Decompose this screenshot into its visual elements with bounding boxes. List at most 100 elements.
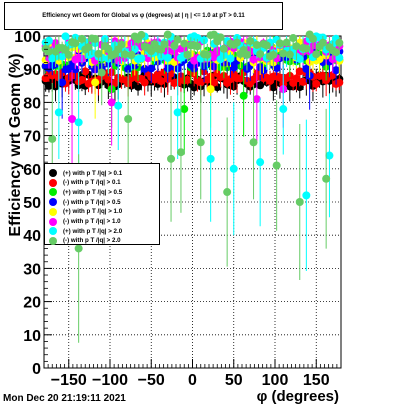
legend-label: (-) with p T /|q| > 2.0 — [63, 237, 121, 245]
x-tick-label: −150 — [51, 372, 87, 389]
data-point — [219, 44, 228, 53]
data-point — [312, 50, 321, 59]
data-point — [256, 158, 265, 167]
data-point — [163, 53, 172, 62]
y-tick-label: 60 — [23, 162, 41, 179]
y-tick-label: 100 — [14, 29, 41, 46]
y-tick-label: 20 — [23, 295, 41, 312]
data-point — [81, 67, 90, 76]
data-point — [279, 49, 288, 58]
legend-label: (-) with p T /|q| > 0.5 — [63, 198, 121, 206]
data-point — [206, 85, 215, 94]
legend-label: (+) with p T /|q| > 2.0 — [63, 227, 123, 235]
data-point — [302, 64, 311, 73]
data-point — [170, 41, 179, 50]
data-point — [289, 34, 298, 43]
timestamp: Mon Dec 20 21:19:11 2021 — [3, 393, 126, 404]
x-tick-label: 100 — [262, 372, 289, 389]
data-point — [114, 56, 123, 65]
data-point — [209, 53, 218, 62]
data-point — [193, 42, 202, 51]
data-point — [137, 54, 146, 63]
x-tick-label: −50 — [138, 372, 165, 389]
legend-entry: (-) with p T /|q| > 0.1 — [47, 178, 121, 188]
data-point — [91, 78, 100, 87]
legend-entry: (+) with p T /|q| > 2.0 — [47, 226, 122, 236]
data-point — [120, 50, 129, 59]
data-point — [229, 164, 238, 173]
data-point — [292, 42, 301, 51]
data-point — [147, 47, 156, 56]
legend-marker-icon — [49, 217, 57, 226]
data-point — [74, 244, 83, 253]
data-point — [48, 134, 57, 143]
data-point — [252, 40, 261, 49]
data-point — [74, 118, 83, 127]
data-point — [71, 39, 80, 48]
legend-label: (+) with p T /|q| > 1.0 — [63, 208, 123, 216]
data-point — [308, 34, 317, 43]
legend-entry: (+) with p T /|q| > 0.1 — [47, 168, 122, 178]
y-tick-label: 50 — [23, 195, 41, 212]
data-point — [153, 70, 162, 79]
grid-lines — [44, 36, 341, 368]
data-point — [77, 75, 86, 84]
y-tick-label: 0 — [32, 361, 41, 378]
y-tick-label: 80 — [23, 95, 41, 112]
data-point — [249, 55, 258, 64]
data-point — [233, 38, 242, 47]
data-point — [124, 115, 133, 123]
chart-title-box: Efficiency wrt Geom for Global vs φ (deg… — [4, 2, 283, 30]
data-point — [223, 188, 232, 197]
legend-entry: (+) with p T /|q| > 1.0 — [47, 207, 122, 217]
legend-marker-icon — [49, 236, 57, 245]
data-point — [180, 39, 189, 48]
data-point — [209, 30, 218, 39]
data-point — [196, 78, 205, 87]
data-point — [279, 105, 288, 114]
data-point — [285, 50, 294, 59]
data-point — [236, 74, 245, 83]
data-point — [91, 34, 100, 43]
data-point — [295, 198, 304, 206]
data-point — [282, 38, 291, 47]
data-point — [292, 74, 301, 83]
data-points — [41, 30, 344, 343]
data-point — [127, 74, 136, 83]
data-point — [124, 64, 133, 73]
data-point — [104, 75, 113, 84]
x-tick-label: −100 — [92, 372, 128, 389]
legend-marker-icon — [49, 169, 57, 177]
data-point — [206, 154, 215, 163]
data-point — [229, 63, 238, 72]
y-tick-label: 70 — [23, 129, 41, 146]
data-point — [295, 54, 304, 63]
legend-entry: (-) with p T /|q| > 0.5 — [47, 197, 121, 207]
data-point — [173, 35, 182, 44]
legend-label: (-) with p T /|q| > 0.1 — [63, 179, 121, 187]
data-point — [249, 75, 258, 84]
y-axis-label: Efficiency wrt Geom (%) — [7, 53, 24, 236]
data-point — [269, 50, 278, 59]
data-point — [203, 50, 212, 59]
data-point — [226, 54, 235, 63]
data-point — [196, 138, 205, 147]
data-point — [249, 138, 258, 147]
data-point — [183, 75, 192, 84]
legend-marker-icon — [49, 198, 57, 207]
data-point — [64, 50, 73, 59]
legend-label: (+) with p T /|q| > 0.1 — [63, 169, 123, 177]
chart-title: Efficiency wrt Geom for Global vs φ (deg… — [42, 13, 245, 19]
legend-entry: (-) with p T /|q| > 1.0 — [47, 217, 121, 227]
data-point — [68, 115, 77, 123]
legend: (+) with p T /|q| > 0.1 (-) with p T /|q|… — [44, 163, 160, 245]
data-point — [104, 45, 113, 54]
data-point — [77, 34, 86, 43]
data-point — [140, 64, 149, 73]
data-point — [242, 50, 251, 59]
legend-marker-icon — [49, 207, 57, 216]
data-point — [252, 95, 261, 104]
x-tick-label: 150 — [303, 372, 330, 389]
x-tick-label: 50 — [225, 372, 243, 389]
data-point — [157, 77, 166, 86]
